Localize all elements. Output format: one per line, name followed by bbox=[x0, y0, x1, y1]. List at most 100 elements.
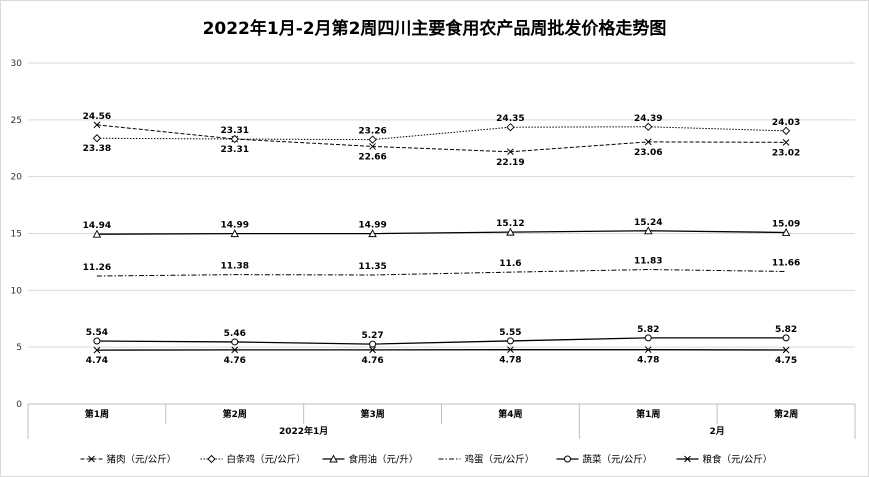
series-6 bbox=[93, 346, 790, 354]
circle-marker bbox=[506, 337, 514, 345]
y-tick-label: 15 bbox=[11, 230, 22, 240]
x-group-label: 2月 bbox=[710, 426, 725, 437]
x-marker bbox=[507, 148, 514, 156]
data-label: 23.02 bbox=[772, 148, 800, 158]
series-line bbox=[96, 337, 787, 345]
y-tick-label: 5 bbox=[16, 343, 22, 353]
x-marker bbox=[507, 346, 514, 354]
data-label: 15.09 bbox=[772, 219, 800, 229]
legend-item: 食用油（元/升） bbox=[322, 454, 419, 466]
legend-item: 蔬菜（元/公斤） bbox=[556, 454, 653, 466]
legend-item: 鸡蛋（元/公斤） bbox=[438, 454, 534, 466]
data-label: 5.82 bbox=[637, 325, 659, 335]
diamond-marker bbox=[644, 122, 653, 131]
series-line bbox=[96, 126, 787, 141]
y-tick-label: 25 bbox=[11, 116, 22, 126]
triangle-marker bbox=[506, 227, 515, 236]
circle-marker bbox=[231, 338, 239, 346]
diamond-marker bbox=[506, 123, 515, 132]
y-tick-label: 20 bbox=[11, 173, 23, 183]
diamond-marker bbox=[92, 134, 102, 143]
triangle-marker bbox=[329, 454, 338, 463]
data-label: 24.03 bbox=[772, 118, 800, 128]
data-label: 14.94 bbox=[83, 221, 111, 231]
data-label: 24.56 bbox=[83, 112, 111, 122]
x-marker bbox=[369, 143, 376, 150]
y-tick-label: 0 bbox=[16, 400, 22, 410]
diamond-marker bbox=[781, 126, 791, 135]
circle-marker bbox=[782, 334, 790, 342]
data-label: 22.19 bbox=[496, 158, 524, 168]
legend-label: 食用油（元/升） bbox=[349, 454, 419, 466]
data-label: 24.35 bbox=[496, 114, 524, 124]
x-group-label: 2022年1月 bbox=[279, 425, 328, 437]
data-label: 15.24 bbox=[634, 218, 662, 228]
series-2 bbox=[92, 122, 791, 144]
series-1 bbox=[93, 121, 790, 156]
series-line bbox=[96, 269, 787, 277]
data-labels: 24.56 23.31 22.66 22.19 23.06 23.02 23.38 23.31… bbox=[83, 112, 801, 366]
series-5 bbox=[93, 334, 790, 348]
legend-label: 粮食（元/公斤） bbox=[703, 454, 773, 466]
x-marker bbox=[93, 346, 101, 354]
x-marker bbox=[231, 346, 239, 354]
data-label: 23.38 bbox=[83, 144, 111, 154]
data-label: 24.39 bbox=[634, 114, 662, 124]
data-label: 4.76 bbox=[361, 356, 383, 366]
circle-marker bbox=[644, 334, 652, 342]
chart-title: 2022年1月-2月第2周四川主要食用农产品周批发价格走势图 bbox=[202, 19, 667, 39]
legend-item: 粮食（元/公斤） bbox=[676, 454, 773, 466]
data-label: 5.54 bbox=[86, 328, 108, 338]
axes: 0 5 10 15 20 25 30 第1周 第2周 第3周 第4周 第1周 第2周 2022年1月 2月 bbox=[11, 59, 856, 439]
x-marker bbox=[782, 138, 790, 146]
x-tick-label: 第4周 bbox=[498, 408, 522, 420]
data-label: 11.6 bbox=[499, 259, 521, 269]
series-3 bbox=[92, 226, 791, 238]
x-tick-label: 第1周 bbox=[85, 408, 109, 420]
x-marker bbox=[644, 138, 652, 146]
x-tick-label: 第3周 bbox=[360, 408, 384, 420]
data-label: 11.83 bbox=[634, 257, 662, 267]
data-label: 14.99 bbox=[358, 221, 386, 231]
data-label: 22.66 bbox=[358, 152, 386, 162]
data-label: 15.12 bbox=[496, 219, 524, 229]
circle-marker bbox=[369, 340, 377, 348]
x-tick-label: 第2周 bbox=[774, 408, 798, 420]
x-marker bbox=[93, 121, 101, 129]
triangle-marker bbox=[368, 229, 377, 238]
data-label: 11.38 bbox=[221, 262, 249, 272]
data-label: 11.66 bbox=[772, 258, 800, 268]
triangle-marker bbox=[781, 228, 791, 236]
legend-item: 猪肉（元/公斤） bbox=[80, 454, 176, 466]
data-label: 23.26 bbox=[358, 127, 386, 137]
data-label: 23.06 bbox=[634, 148, 662, 158]
gridlines bbox=[28, 62, 855, 348]
triangle-marker bbox=[92, 229, 102, 238]
series-line bbox=[96, 230, 787, 235]
data-label: 11.35 bbox=[358, 262, 386, 272]
circle-marker bbox=[93, 337, 101, 345]
triangle-marker bbox=[643, 226, 653, 235]
diamond-marker bbox=[207, 454, 216, 464]
data-label: 4.78 bbox=[637, 356, 659, 366]
y-tick-label: 10 bbox=[11, 286, 23, 296]
legend-label: 白条鸡（元/公斤） bbox=[227, 454, 306, 466]
x-marker bbox=[644, 346, 652, 354]
data-label: 4.75 bbox=[775, 356, 797, 366]
x-marker bbox=[88, 455, 95, 463]
legend-label: 蔬菜（元/公斤） bbox=[583, 454, 653, 466]
x-tick-label: 第1周 bbox=[636, 408, 660, 420]
data-label: 11.26 bbox=[83, 263, 111, 273]
y-tick-label: 30 bbox=[11, 59, 23, 69]
data-label: 5.82 bbox=[775, 325, 797, 335]
legend: 猪肉（元/公斤） 白条鸡（元/公斤） 食用油（元/升） 鸡蛋（元/公斤） 蔬菜（元/公斤… bbox=[80, 454, 773, 466]
data-label: 4.78 bbox=[499, 356, 521, 366]
x-marker bbox=[369, 346, 376, 354]
data-label: 4.74 bbox=[86, 356, 108, 366]
series-line bbox=[96, 124, 787, 153]
data-label: 5.55 bbox=[499, 328, 521, 338]
x-tick-label: 第2周 bbox=[223, 408, 247, 420]
triangle-marker bbox=[230, 229, 240, 238]
legend-item: 白条鸡（元/公斤） bbox=[200, 454, 306, 466]
